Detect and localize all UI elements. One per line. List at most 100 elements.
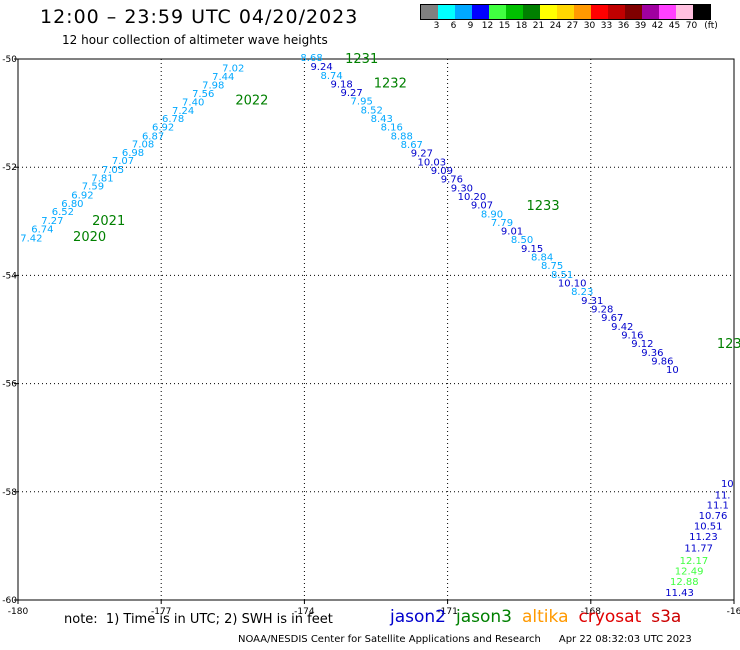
legend-s3a: s3a xyxy=(651,607,682,627)
legend-jason2: jason2 xyxy=(390,607,446,627)
note-text: note: 1) Time is in UTC; 2) SWH is in fe… xyxy=(64,612,333,627)
y-tick-label: -52 xyxy=(2,163,17,173)
color-scale-swatch xyxy=(642,5,659,19)
legend-cryosat: cryosat xyxy=(578,607,642,627)
x-tick-label: -180 xyxy=(8,607,29,617)
color-scale-swatch xyxy=(693,5,710,19)
swh-point-label: 9.86 xyxy=(651,356,673,367)
time-label: 2020 xyxy=(73,230,106,245)
y-tick-label: -54 xyxy=(2,271,17,281)
color-scale-label: 45 xyxy=(668,21,681,31)
swh-point-label: 9.18 xyxy=(330,79,352,90)
color-scale-swatch xyxy=(438,5,455,19)
swh-point-label: 7.40 xyxy=(182,97,204,108)
x-tick-label: -16 xyxy=(727,607,740,617)
swh-point-label: 8.51 xyxy=(551,270,573,281)
color-scale-label: 9 xyxy=(467,21,474,31)
color-scale-swatch xyxy=(625,5,642,19)
swh-point-label: 12.49 xyxy=(675,566,704,577)
color-scale-swatch xyxy=(676,5,693,19)
swh-point-label: 6.98 xyxy=(122,148,144,159)
swh-point-label: 9.42 xyxy=(611,322,633,333)
swh-point-label: 8.68 xyxy=(300,53,322,64)
color-scale-unit: (ft) xyxy=(704,21,718,31)
color-scale-label: 6 xyxy=(450,21,457,31)
plot-frame xyxy=(17,58,735,601)
swh-point-label: 9.27 xyxy=(411,149,433,160)
footer: NOAA/NESDIS Center for Satellite Applica… xyxy=(238,634,692,645)
swh-point-label: 9.27 xyxy=(341,88,363,99)
swh-point-label: 8.67 xyxy=(401,140,423,151)
color-scale-label: 39 xyxy=(634,21,647,31)
swh-point-label: 8.50 xyxy=(511,235,533,246)
swh-point-label: 9.15 xyxy=(521,244,543,255)
swh-point-label: 10.10 xyxy=(558,279,587,290)
swh-point-label: 9.12 xyxy=(631,339,653,350)
y-tick-label: -60 xyxy=(2,596,17,606)
x-tick-label: -177 xyxy=(151,607,171,617)
color-scale-swatch xyxy=(489,5,506,19)
y-tick-label: -50 xyxy=(2,55,17,65)
footer-source: NOAA/NESDIS Center for Satellite Applica… xyxy=(238,634,541,645)
swh-point-label: 9.76 xyxy=(441,175,463,186)
color-scale-swatch xyxy=(608,5,625,19)
time-label: 1231 xyxy=(345,52,378,67)
color-scale-label: 33 xyxy=(600,21,613,31)
swh-point-label: 6.92 xyxy=(152,123,174,134)
swh-point-label: 10.03 xyxy=(418,157,447,168)
swh-point-label: 7.81 xyxy=(91,174,113,185)
color-scale-label: 15 xyxy=(498,21,511,31)
swh-point-label: 11.23 xyxy=(689,532,718,543)
color-scale-label: 42 xyxy=(651,21,664,31)
footer-timestamp: Apr 22 08:32:03 UTC 2023 xyxy=(558,634,692,645)
swh-point-label: 9.07 xyxy=(471,201,493,212)
time-label: 123 xyxy=(717,337,740,352)
y-tick-label: -56 xyxy=(2,380,17,390)
swh-point-label: 11.77 xyxy=(684,544,713,555)
swh-point-label: 10.51 xyxy=(694,521,723,532)
swh-point-label: 8.43 xyxy=(371,114,393,125)
color-scale-label: 21 xyxy=(532,21,545,31)
swh-point-label: 7.05 xyxy=(102,165,124,176)
color-scale-label: 18 xyxy=(515,21,528,31)
swh-point-label: 8.88 xyxy=(391,131,413,142)
swh-point-label: 6.78 xyxy=(162,114,184,125)
color-scale-label: 3 xyxy=(433,21,440,31)
swh-point-label: 8.16 xyxy=(381,123,403,134)
time-label: 2021 xyxy=(92,214,125,229)
y-tick-label: -58 xyxy=(2,488,17,498)
swh-point-label: 7.79 xyxy=(491,218,513,229)
swh-point-label: 10.20 xyxy=(458,192,487,203)
swh-point-label: 7.44 xyxy=(212,72,234,83)
legend-altika: altika xyxy=(522,607,569,627)
color-scale-swatch xyxy=(472,5,489,19)
swh-point-label: 9.09 xyxy=(431,166,453,177)
wave-height-color-scale: 3 6 9 12 15 18 21 24 27 30 33 36 39 42 45 70 (ft) xyxy=(420,4,718,32)
time-label: 1232 xyxy=(374,76,407,91)
swh-point-label: 10 xyxy=(666,365,679,376)
color-scale-swatch xyxy=(659,5,676,19)
x-tick-label: -168 xyxy=(581,607,602,617)
swh-point-label: 7.95 xyxy=(351,97,373,108)
color-scale-swatch xyxy=(523,5,540,19)
color-scale-swatch xyxy=(574,5,591,19)
color-scale-swatches xyxy=(420,4,711,20)
color-scale-swatch xyxy=(455,5,472,19)
swh-point-label: 12.88 xyxy=(670,577,699,588)
color-scale-label: 70 xyxy=(685,21,698,31)
swh-point-label: 6.87 xyxy=(142,131,164,142)
swh-point-label: 6.92 xyxy=(71,190,93,201)
swh-point-label: 11. xyxy=(715,491,731,502)
swh-point-label: 8.75 xyxy=(541,261,563,272)
swh-point-label: 7.56 xyxy=(192,89,214,100)
swh-point-label: 10 xyxy=(721,479,734,490)
color-scale-labels: 3 6 9 12 15 18 21 24 27 30 33 36 39 42 45 70 (ft) xyxy=(420,20,718,32)
swh-point-label: 11.43 xyxy=(665,588,694,599)
time-label: 2022 xyxy=(235,94,268,109)
satellite-legend: jason2 jason3 altika cryosat s3a xyxy=(390,607,691,627)
swh-point-label: 11.1 xyxy=(707,500,729,511)
swh-point-label: 8.90 xyxy=(481,209,503,220)
swh-point-label: 9.01 xyxy=(501,227,523,238)
swh-point-label: 9.28 xyxy=(591,304,613,315)
